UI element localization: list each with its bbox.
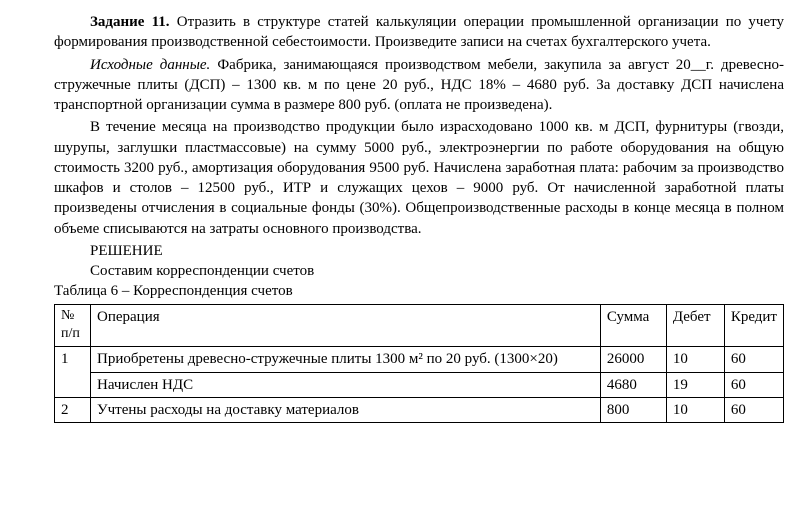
paragraph-2: В течение месяца на производство продукц…	[54, 117, 784, 239]
header-operation: Операция	[91, 304, 601, 347]
table-row: 1 Приобретены древесно-стружечные плиты …	[55, 347, 784, 372]
cell-operation: Начислен НДС	[91, 372, 601, 397]
cell-num: 2	[55, 397, 91, 422]
cell-operation: Учтены расходы на доставку материалов	[91, 397, 601, 422]
header-num: № п/п	[55, 304, 91, 347]
header-debit: Дебет	[666, 304, 724, 347]
table-caption: Таблица 6 – Корреспонденция счетов	[54, 281, 784, 301]
accounts-table: № п/п Операция Сумма Дебет Кредит 1 Прио…	[54, 304, 784, 424]
cell-sum: 26000	[600, 347, 666, 372]
cell-sum: 800	[600, 397, 666, 422]
cell-credit: 60	[724, 347, 783, 372]
solution-heading: РЕШЕНИЕ	[54, 241, 784, 261]
cell-credit: 60	[724, 372, 783, 397]
table-row: Начислен НДС 4680 19 60	[55, 372, 784, 397]
cell-debit: 19	[666, 372, 724, 397]
table-header-row: № п/п Операция Сумма Дебет Кредит	[55, 304, 784, 347]
header-credit: Кредит	[724, 304, 783, 347]
cell-debit: 10	[666, 397, 724, 422]
cell-debit: 10	[666, 347, 724, 372]
cell-credit: 60	[724, 397, 783, 422]
task-label: Задание 11.	[90, 14, 170, 30]
source-data-label: Исходные данные.	[90, 57, 210, 73]
header-sum: Сумма	[600, 304, 666, 347]
cell-num: 1	[55, 347, 91, 398]
cell-sum: 4680	[600, 372, 666, 397]
cell-operation: Приобретены древесно-стружечные плиты 13…	[91, 347, 601, 372]
table-row: 2 Учтены расходы на доставку материалов …	[55, 397, 784, 422]
solution-subheading: Составим корреспонденции счетов	[54, 261, 784, 281]
source-data-paragraph: Исходные данные. Фабрика, занимающаяся п…	[54, 55, 784, 116]
task-paragraph: Задание 11. Отразить в структуре статей …	[54, 12, 784, 53]
